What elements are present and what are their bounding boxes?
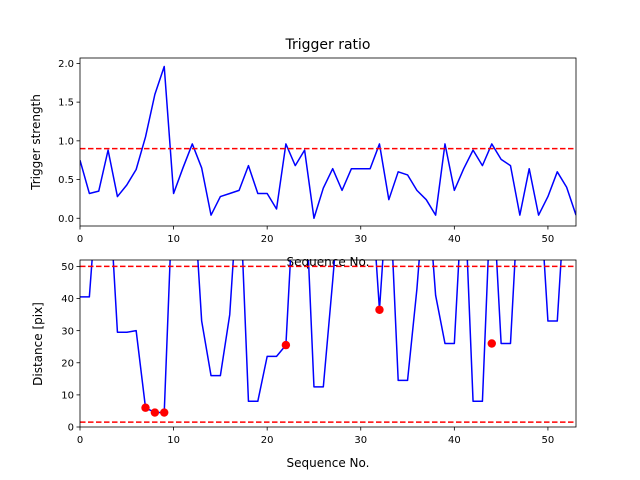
trigger-ratio-series-line-0 xyxy=(80,65,576,220)
distance-marker-point-3 xyxy=(281,340,291,350)
trigger-ratio-y-tick-label-3: 1.5 xyxy=(58,98,74,109)
trigger-ratio-x-tick-label-0: 0 xyxy=(77,234,83,245)
distance-axes-frame xyxy=(79,259,577,428)
distance-marker-point-2 xyxy=(160,408,169,417)
trigger-ratio-title: Trigger ratio xyxy=(284,37,370,53)
distance-x-tick-label-1: 10 xyxy=(167,435,180,446)
distance-x-tick-label-0: 0 xyxy=(77,435,83,446)
distance-x-tick-label-5: 50 xyxy=(542,435,555,446)
trigger-ratio-y-tick-label-0: 0.0 xyxy=(58,214,74,225)
trigger-ratio-x-label: Sequence No. xyxy=(287,255,370,269)
distance-y-label: Distance [pix] xyxy=(31,302,45,386)
distance-panel: 0 10 20 30 40 50 0 10 20 30 40 50 Sequence No. Dist… xyxy=(31,259,577,470)
trigger-ratio-plot-area: 0 10 20 30 40 50 0.0 0.5 1.0 1.5 2.0 xyxy=(58,57,577,245)
distance-plot-area: 0 10 20 30 40 50 0 10 20 30 40 50 xyxy=(61,259,577,446)
trigger-ratio-y-tick-label-2: 1.0 xyxy=(58,136,74,147)
distance-y-tick-label-4: 40 xyxy=(61,294,74,305)
trigger-ratio-panel: 0 10 20 30 40 50 0.0 0.5 1.0 1.5 2.0 Trigger ratio… xyxy=(29,37,577,269)
trigger-ratio-x-tick-label-3: 30 xyxy=(354,234,367,245)
trigger-ratio-x-tick-label-2: 20 xyxy=(261,234,274,245)
trigger-ratio-y-tick-label-4: 2.0 xyxy=(58,59,74,70)
distance-marker-point-1 xyxy=(150,408,160,417)
distance-x-tick-label-4: 40 xyxy=(448,435,461,446)
distance-x-tick-label-2: 20 xyxy=(261,435,274,446)
distance-y-tick-label-1: 10 xyxy=(61,390,74,401)
trigger-ratio-axes-frame xyxy=(79,57,577,227)
distance-x-label: Sequence No. xyxy=(287,456,370,470)
distance-y-tick-label-0: 0 xyxy=(68,423,74,434)
trigger-ratio-y-tick-label-1: 0.5 xyxy=(58,175,74,186)
trigger-ratio-x-tick-label-5: 50 xyxy=(542,234,555,245)
trigger-ratio-x-tick-label-1: 10 xyxy=(167,234,180,245)
distance-y-tick-label-2: 20 xyxy=(61,358,74,369)
distance-marker-point-0 xyxy=(141,403,150,412)
distance-y-tick-label-3: 30 xyxy=(61,326,74,337)
distance-marker-point-4 xyxy=(375,305,384,314)
trigger-ratio-y-label: Trigger strength xyxy=(29,94,43,191)
distance-x-tick-label-3: 30 xyxy=(354,435,367,446)
distance-marker-point-5 xyxy=(487,339,496,348)
distance-y-tick-label-5: 50 xyxy=(61,262,74,273)
trigger-ratio-x-tick-label-4: 40 xyxy=(448,234,461,245)
